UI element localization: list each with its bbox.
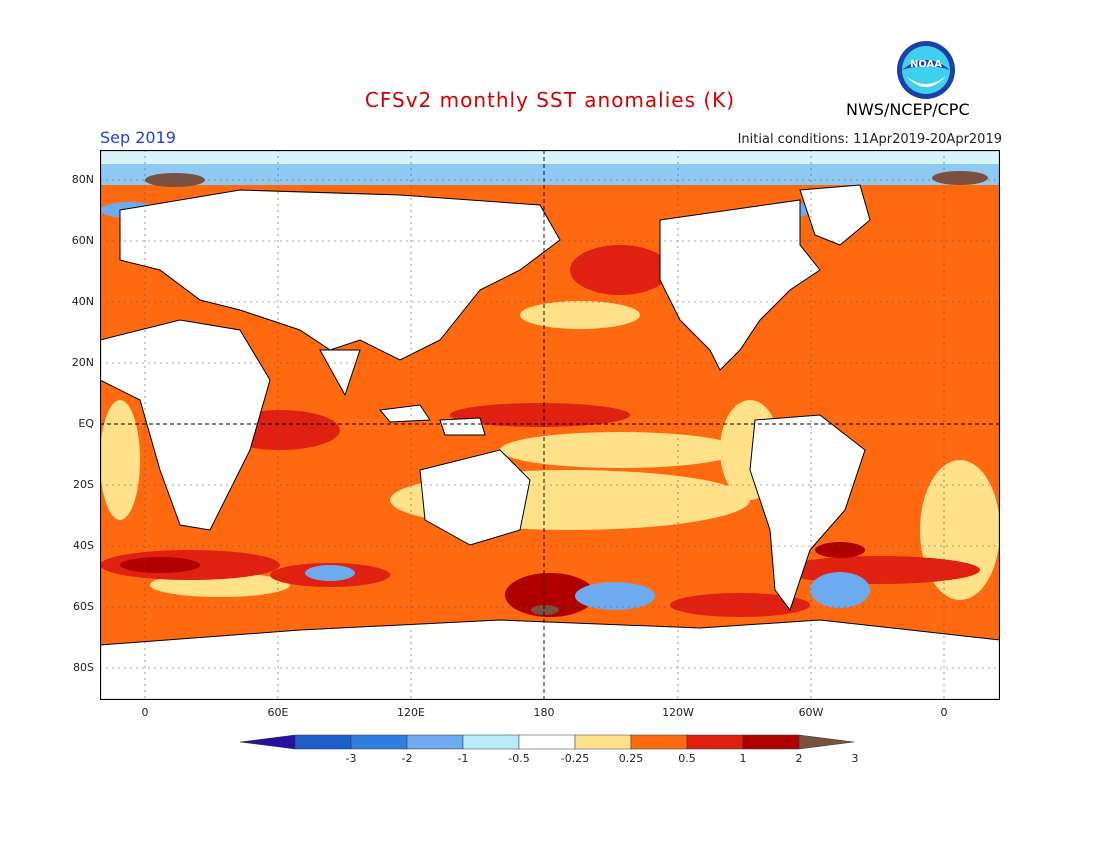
colorbar-label: 3 bbox=[851, 752, 859, 765]
lat-label-80s: 80S bbox=[73, 661, 94, 674]
svg-text:NOAA: NOAA bbox=[910, 59, 942, 70]
colorbar-label: -1 bbox=[457, 752, 469, 765]
lat-label-eq: EQ bbox=[78, 417, 94, 430]
colorbar-segment bbox=[798, 734, 855, 750]
colorbar-label: 1 bbox=[739, 752, 747, 765]
lon-label-120w: 120W bbox=[662, 706, 694, 719]
lon-label-0-left: 0 bbox=[141, 706, 149, 719]
lat-label-20n: 20N bbox=[71, 356, 94, 369]
lon-label-60w: 60W bbox=[798, 706, 824, 719]
colorbar-segment bbox=[742, 734, 800, 750]
colorbar-segment bbox=[574, 734, 632, 750]
lon-label-60e: 60E bbox=[267, 706, 289, 719]
graticule bbox=[100, 150, 1000, 700]
noaa-logo: NOAA bbox=[897, 41, 955, 99]
colorbar-segment bbox=[518, 734, 576, 750]
initial-conditions: Initial conditions: 11Apr2019-20Apr2019 bbox=[737, 132, 1002, 147]
map-frame bbox=[100, 150, 1000, 700]
colorbar-segment bbox=[294, 734, 352, 750]
lat-label-40n: 40N bbox=[71, 295, 94, 308]
colorbar-label: -3 bbox=[345, 752, 357, 765]
colorbar-segment bbox=[686, 734, 744, 750]
lat-label-20s: 20S bbox=[73, 478, 94, 491]
lat-label-60s: 60S bbox=[73, 600, 94, 613]
colorbar-label: -2 bbox=[401, 752, 413, 765]
lat-label-80n: 80N bbox=[71, 173, 94, 186]
colorbar-segment bbox=[350, 734, 408, 750]
lon-label-0-right: 0 bbox=[940, 706, 948, 719]
colorbar-label: 0.25 bbox=[618, 752, 644, 765]
map-title: CFSv2 monthly SST anomalies (K) bbox=[364, 88, 736, 112]
equator-dateline bbox=[100, 150, 1000, 700]
organization-label: NWS/NCEP/CPC bbox=[846, 100, 970, 119]
colorbar-label: 0.5 bbox=[678, 752, 696, 765]
lat-label-60n: 60N bbox=[71, 234, 94, 247]
colorbar-segment bbox=[462, 734, 520, 750]
colorbar-label: 2 bbox=[795, 752, 803, 765]
colorbar-label: -0.5 bbox=[508, 752, 530, 765]
extreme-positive-regions bbox=[145, 171, 988, 615]
colorbar-segment bbox=[240, 734, 296, 750]
land-masses bbox=[100, 184, 1000, 700]
colorbar-label: -0.25 bbox=[560, 752, 590, 765]
colorbar-segment bbox=[630, 734, 688, 750]
forecast-month: Sep 2019 bbox=[100, 128, 176, 147]
colorbar bbox=[240, 734, 855, 750]
lon-label-180: 180 bbox=[533, 706, 555, 719]
colorbar-segment bbox=[406, 734, 464, 750]
lon-label-120e: 120E bbox=[397, 706, 425, 719]
lat-label-40s: 40S bbox=[73, 539, 94, 552]
sst-anomaly-map bbox=[100, 150, 1000, 700]
